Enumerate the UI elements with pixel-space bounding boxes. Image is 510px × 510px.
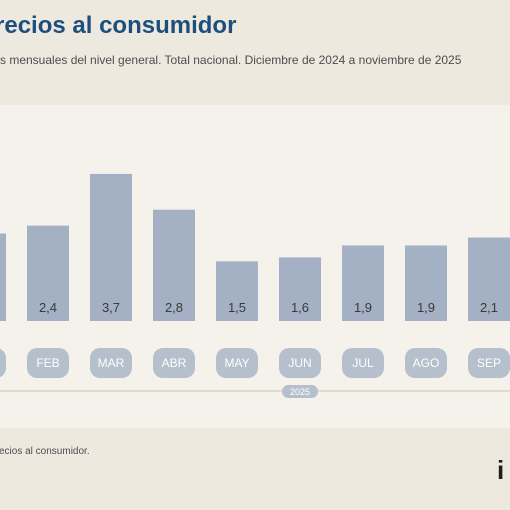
bar <box>468 237 510 321</box>
category-label: FEB <box>36 356 59 370</box>
bar-chart: 2025 2,4 FEB 3,7 MAR 2,8 ABR 1,5 MAY 1,6 JUN 1,9 JUL… <box>0 173 510 398</box>
bar-value-label: 2,8 <box>165 300 183 315</box>
bar-value-label: 1,5 <box>228 300 246 315</box>
bar <box>405 245 447 321</box>
year-pill <box>282 385 318 398</box>
category-pill <box>405 348 447 378</box>
category-pill <box>279 348 321 378</box>
bar-value-label: 2,4 <box>39 300 57 315</box>
category-pill <box>153 348 195 378</box>
category-pill <box>468 348 510 378</box>
bar <box>216 261 258 321</box>
category-pill <box>342 348 384 378</box>
bar <box>0 233 6 321</box>
page-subtitle: s mensuales del nivel general. Total nac… <box>0 53 462 67</box>
brand-logo: i <box>497 455 505 485</box>
category-label: JUL <box>352 356 374 370</box>
category-label: JUN <box>288 356 311 370</box>
bar <box>90 173 132 321</box>
bar-value-label: 1,9 <box>417 300 435 315</box>
category-pill <box>90 348 132 378</box>
category-pill <box>27 348 69 378</box>
category-label: MAY <box>224 356 249 370</box>
category-label: MAR <box>98 356 125 370</box>
page-title: recios al consumidor <box>0 12 237 39</box>
bar <box>279 257 321 321</box>
bar-value-label: 2,1 <box>480 300 498 315</box>
category-label: ABR <box>162 356 187 370</box>
bar-value-label: 1,6 <box>291 300 309 315</box>
chart-panel: 2025 2,4 FEB 3,7 MAR 2,8 ABR 1,5 MAY 1,6 JUN 1,9 JUL… <box>0 105 510 428</box>
category-label: AGO <box>413 356 440 370</box>
category-pill <box>0 348 6 378</box>
bar-value-label: 1,9 <box>354 300 372 315</box>
bar-value-label: 3,7 <box>102 300 120 315</box>
category-label: SEP <box>477 356 501 370</box>
bar <box>27 225 69 321</box>
source-note: ecios al consumidor. <box>0 446 90 457</box>
bar <box>153 209 195 321</box>
category-pill <box>216 348 258 378</box>
bar <box>342 245 384 321</box>
year-label: 2025 <box>290 387 310 397</box>
